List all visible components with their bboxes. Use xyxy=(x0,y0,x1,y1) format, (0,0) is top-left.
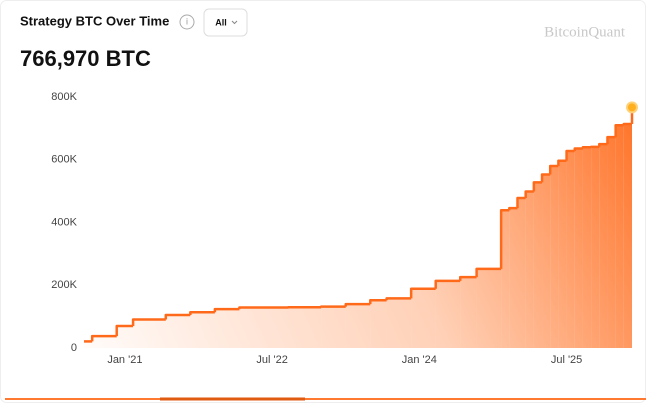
area-step xyxy=(558,160,567,348)
info-glyph: i xyxy=(186,16,188,26)
line-step xyxy=(115,324,134,337)
area-step xyxy=(517,198,526,348)
chart-title: Strategy BTC Over Time xyxy=(20,13,169,28)
area-step xyxy=(435,280,461,348)
area-step xyxy=(116,326,134,348)
area-step xyxy=(321,306,346,348)
line-step xyxy=(540,173,551,183)
line-step xyxy=(385,297,412,301)
dropdown-caret xyxy=(231,20,238,25)
line-step xyxy=(213,307,240,313)
area-step xyxy=(501,210,510,348)
area-step xyxy=(574,148,583,348)
line-step xyxy=(475,267,502,278)
area-step xyxy=(411,288,436,348)
area-step xyxy=(525,191,534,348)
y-tick-label: 600K xyxy=(51,154,77,166)
line-step xyxy=(319,305,346,308)
line-step xyxy=(516,196,526,209)
area-step xyxy=(345,304,371,348)
area-step xyxy=(370,300,387,348)
area-step xyxy=(476,268,502,348)
range-dropdown[interactable] xyxy=(203,8,248,37)
area-step xyxy=(214,309,240,348)
line-step xyxy=(434,279,461,289)
line-step xyxy=(606,135,616,145)
line-step xyxy=(499,209,510,269)
line-step xyxy=(508,206,518,211)
line-step xyxy=(532,181,543,192)
area-step xyxy=(92,336,117,348)
line-step xyxy=(344,302,371,307)
line-step xyxy=(164,313,191,320)
line-step xyxy=(90,334,117,342)
headline-value: 766,970 BTC xyxy=(20,46,151,71)
area-step xyxy=(239,307,289,348)
x-tick-label: Jan '21 xyxy=(107,354,142,366)
line-step xyxy=(189,310,215,316)
info-icon[interactable] xyxy=(179,14,195,30)
line-step xyxy=(238,306,289,310)
line-step xyxy=(458,275,477,281)
line-step xyxy=(573,147,583,151)
line-step xyxy=(548,164,559,175)
line-step xyxy=(622,122,632,126)
last-point xyxy=(626,101,638,114)
area-step xyxy=(582,147,592,348)
area-step xyxy=(623,123,632,348)
x-tick-label: Jan '24 xyxy=(402,354,437,366)
line-step xyxy=(614,123,624,138)
area-step xyxy=(533,182,543,348)
area-step xyxy=(550,166,559,348)
watermark: BitcoinQuant xyxy=(544,24,626,40)
area-step xyxy=(509,208,518,348)
line-step xyxy=(131,318,166,327)
line-step xyxy=(524,190,534,199)
line-step xyxy=(557,159,567,167)
area-step xyxy=(542,174,551,348)
area-step xyxy=(386,298,412,348)
area-step xyxy=(566,150,575,348)
line-step xyxy=(565,149,575,161)
area-step xyxy=(165,315,191,348)
area-step xyxy=(607,137,616,348)
area-step xyxy=(133,319,166,348)
area-step xyxy=(190,312,215,348)
line-step xyxy=(409,287,436,299)
y-tick-label: 400K xyxy=(51,216,77,228)
x-tick-label: Jul '25 xyxy=(551,354,582,366)
area-step xyxy=(599,144,608,348)
line-step xyxy=(581,145,592,149)
area-step xyxy=(591,146,600,348)
area-step xyxy=(288,307,322,348)
range-label: All xyxy=(215,17,227,27)
area-step xyxy=(84,341,93,348)
y-tick-label: 0 xyxy=(71,342,77,354)
area-step xyxy=(460,277,477,348)
line-step xyxy=(369,299,387,305)
line-step xyxy=(598,142,608,147)
y-tick-label: 200K xyxy=(51,279,77,291)
area-step xyxy=(615,125,624,348)
x-tick-label: Jul '22 xyxy=(256,354,287,366)
y-tick-label: 800K xyxy=(51,91,77,103)
